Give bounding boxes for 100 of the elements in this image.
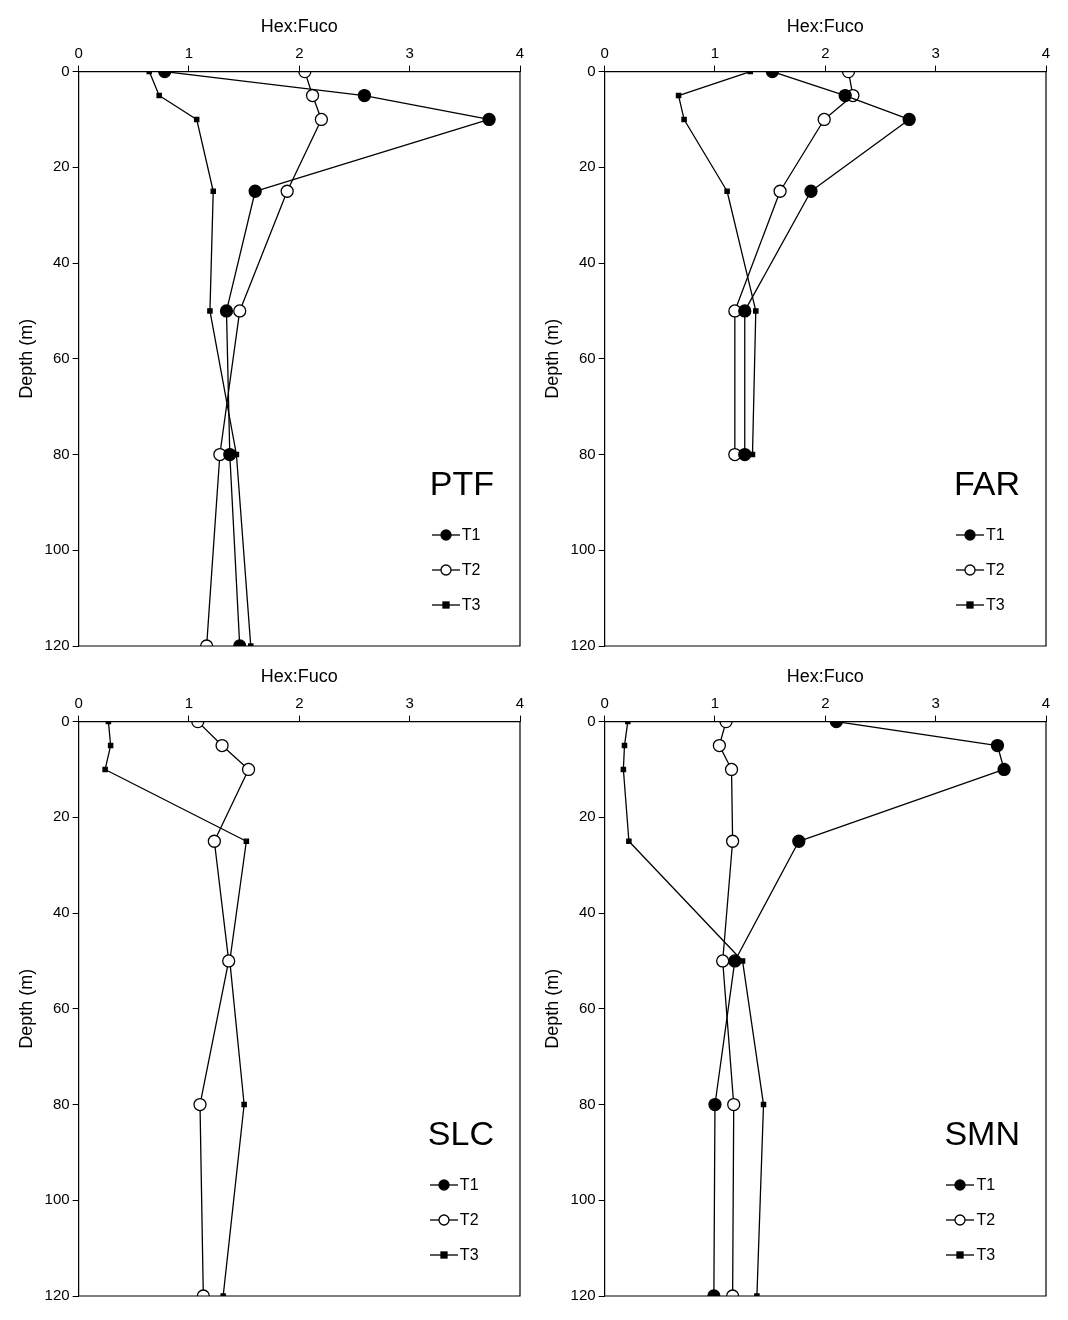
x-tick-label: 0: [600, 693, 609, 711]
point: [357, 88, 372, 103]
point: [738, 447, 752, 462]
x-tick-label: 0: [74, 693, 83, 711]
legend-label: T1: [985, 525, 1005, 544]
point: [219, 304, 234, 318]
x-tick-label: 1: [710, 693, 720, 711]
x-axis-title: Hex:Fuco: [260, 15, 338, 36]
y-axis-title: Depth (m): [15, 968, 36, 1049]
x-tick-label: 3: [405, 693, 414, 711]
point: [990, 738, 1005, 753]
x-tick-label: 4: [515, 693, 525, 711]
y-tick-label: 0: [587, 711, 596, 729]
y-tick-label: 0: [61, 711, 70, 729]
legend-label: T2: [985, 560, 1005, 579]
point: [738, 304, 752, 318]
x-tick-label: 1: [184, 693, 194, 711]
legend-label: T3: [976, 1245, 996, 1264]
legend-label: T2: [976, 1210, 996, 1229]
y-tick-label: 120: [570, 1286, 596, 1304]
y-axis-title: Depth (m): [541, 968, 562, 1049]
point: [156, 92, 162, 99]
point: [222, 954, 236, 968]
legend-label: T3: [985, 595, 1005, 614]
legend-label: T2: [459, 1210, 479, 1229]
point: [314, 112, 329, 127]
x-tick-label: 2: [821, 43, 830, 61]
point: [753, 308, 759, 314]
legend-title: PTF: [429, 464, 494, 503]
x-tick-label: 4: [515, 43, 525, 61]
point: [248, 184, 262, 198]
point: [215, 738, 229, 753]
legend-title: FAR: [953, 464, 1020, 503]
y-tick-label: 100: [570, 540, 596, 558]
point: [305, 88, 320, 103]
point: [727, 1097, 741, 1112]
point: [243, 838, 250, 845]
point: [728, 954, 742, 968]
y-tick-label: 20: [52, 807, 70, 825]
y-tick-label: 80: [578, 1094, 596, 1112]
legend-label: T3: [459, 1245, 479, 1264]
legend-label: T1: [461, 525, 481, 544]
x-tick-label: 2: [295, 43, 304, 61]
point: [725, 834, 740, 848]
y-tick-label: 100: [570, 1190, 596, 1208]
point: [712, 738, 727, 753]
point: [804, 184, 818, 198]
legend-label: T1: [459, 1175, 479, 1194]
x-tick-label: 4: [1041, 43, 1051, 61]
point: [681, 116, 687, 123]
y-tick-label: 40: [52, 253, 70, 271]
point: [773, 184, 787, 198]
x-tick-label: 3: [931, 43, 940, 61]
y-tick-label: 20: [578, 157, 596, 175]
x-tick-label: 1: [184, 43, 194, 61]
x-tick-label: 0: [600, 43, 609, 61]
point: [193, 1097, 207, 1112]
x-tick-label: 1: [710, 43, 720, 61]
y-tick-label: 60: [578, 348, 596, 366]
legend-title: SLC: [427, 1114, 494, 1153]
y-tick-label: 120: [44, 636, 70, 654]
point: [241, 1101, 247, 1108]
x-tick-label: 2: [821, 693, 830, 711]
x-tick-label: 3: [405, 43, 414, 61]
point: [792, 834, 806, 848]
x-tick-label: 3: [931, 693, 940, 711]
x-tick-label: 2: [295, 693, 304, 711]
legend-label: T1: [976, 1175, 996, 1194]
point: [817, 112, 831, 127]
point: [724, 188, 730, 195]
y-tick-label: 20: [578, 807, 596, 825]
point: [102, 766, 108, 773]
y-tick-label: 120: [570, 636, 596, 654]
legend-label: T2: [461, 560, 481, 579]
x-axis-title: Hex:Fuco: [260, 665, 338, 686]
point: [708, 1097, 722, 1112]
point: [280, 184, 294, 198]
point: [223, 447, 237, 462]
point: [724, 762, 739, 777]
legend-label: T3: [461, 595, 481, 614]
y-tick-label: 80: [52, 1094, 70, 1112]
point: [626, 838, 632, 845]
x-tick-label: 0: [74, 43, 83, 61]
legend-title: SMN: [944, 1114, 1020, 1153]
point: [233, 304, 247, 318]
point: [207, 834, 221, 848]
x-axis-title: Hex:Fuco: [786, 15, 864, 36]
y-tick-label: 80: [578, 444, 596, 462]
y-tick-label: 100: [44, 540, 70, 558]
y-tick-label: 40: [578, 253, 596, 271]
y-tick-label: 40: [52, 903, 70, 921]
point: [838, 88, 852, 103]
point: [902, 112, 916, 127]
y-tick-label: 80: [52, 444, 70, 462]
point: [210, 188, 217, 195]
y-tick-label: 120: [44, 1286, 70, 1304]
x-tick-label: 4: [1041, 693, 1051, 711]
y-tick-label: 40: [578, 903, 596, 921]
y-tick-label: 60: [52, 348, 70, 366]
y-tick-label: 20: [52, 157, 70, 175]
